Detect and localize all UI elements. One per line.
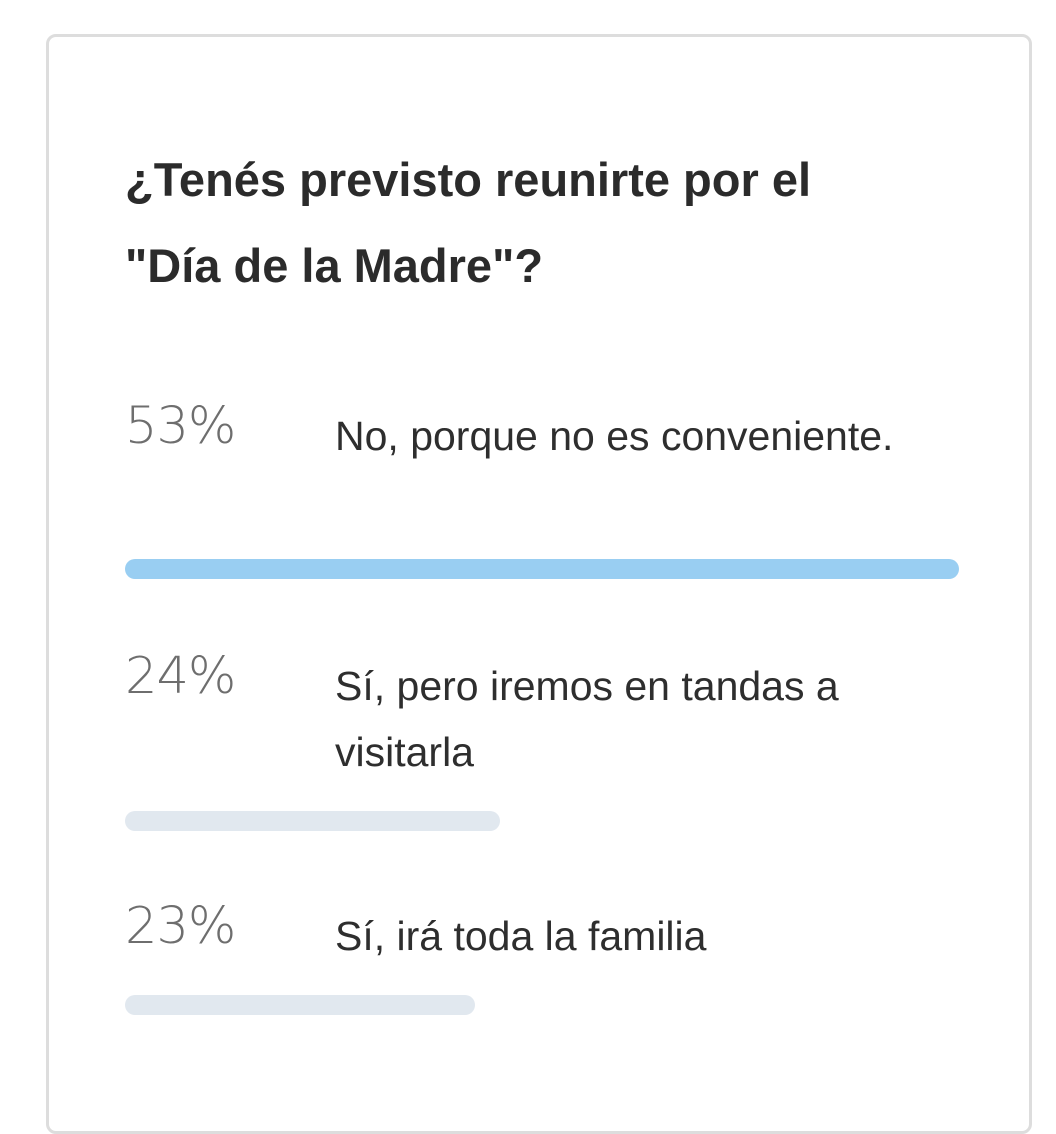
option-label: Sí, pero iremos en tandas a visitarla	[335, 663, 839, 775]
option-label: No, porque no es conveniente.	[335, 413, 894, 459]
option-bar-fill	[125, 995, 476, 1015]
option-bar	[125, 995, 959, 1015]
option-bar	[125, 559, 959, 579]
option-label: Sí, irá toda la familia	[335, 913, 707, 959]
option-percent: 53%	[125, 397, 236, 456]
option-bar	[125, 811, 959, 831]
option-bar-fill	[125, 811, 501, 831]
option-bar-fill	[125, 559, 959, 579]
option-percent: 23%	[125, 897, 236, 956]
poll-card: ¿Tenés previsto reunirte por el "Día de …	[46, 34, 1032, 1134]
poll-question: ¿Tenés previsto reunirte por el "Día de …	[125, 153, 812, 292]
option-percent: 24%	[125, 647, 236, 706]
